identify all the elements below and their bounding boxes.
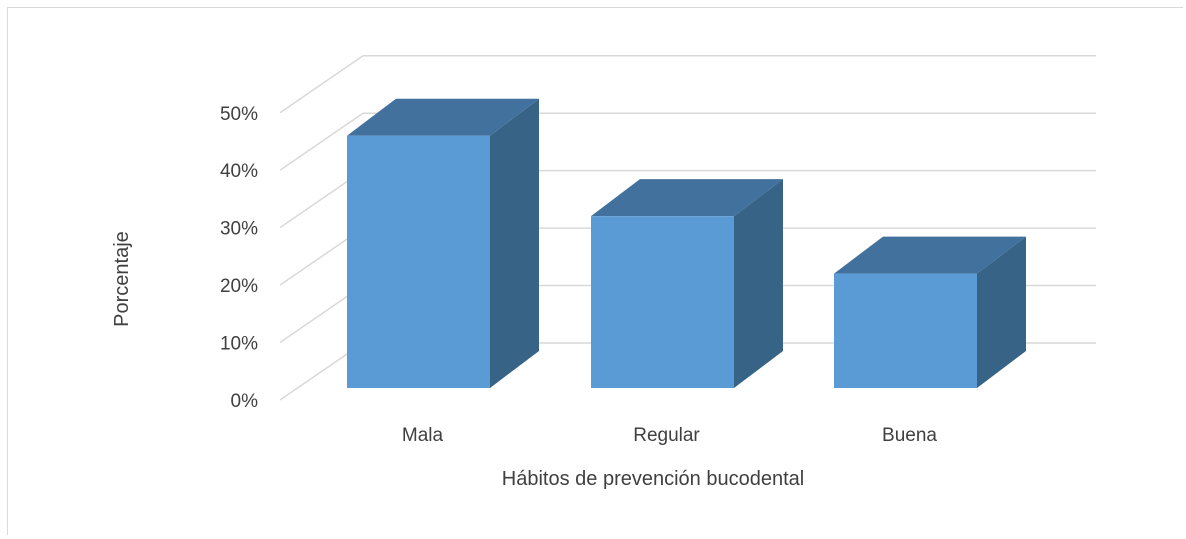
bar-buena [834, 237, 1026, 388]
y-axis-title: Porcentaje [111, 231, 133, 327]
x-category-label: Regular [633, 425, 700, 446]
bar-regular [591, 179, 783, 388]
x-axis-title: Hábitos de prevención bucodental [502, 468, 804, 490]
x-category-label: Mala [402, 425, 444, 446]
bar-layer [347, 99, 1026, 388]
y-tick-label: 0% [231, 391, 259, 412]
gridline-diagonal [280, 56, 363, 113]
bar-side-face [490, 99, 539, 388]
label-layer: 0% 10% 20% 30% 40% 50% Mala Regular Buena [220, 104, 937, 446]
y-tick-label: 50% [220, 104, 258, 125]
y-tick-label: 20% [220, 276, 258, 297]
y-tick-label: 30% [220, 219, 258, 240]
bar-mala [347, 99, 539, 388]
y-tick-label: 40% [220, 161, 258, 182]
x-category-label: Buena [882, 425, 937, 446]
bar-front-face [834, 274, 977, 388]
y-tick-label: 10% [220, 334, 258, 355]
bar-front-face [591, 216, 734, 388]
bar-front-face [347, 136, 490, 388]
